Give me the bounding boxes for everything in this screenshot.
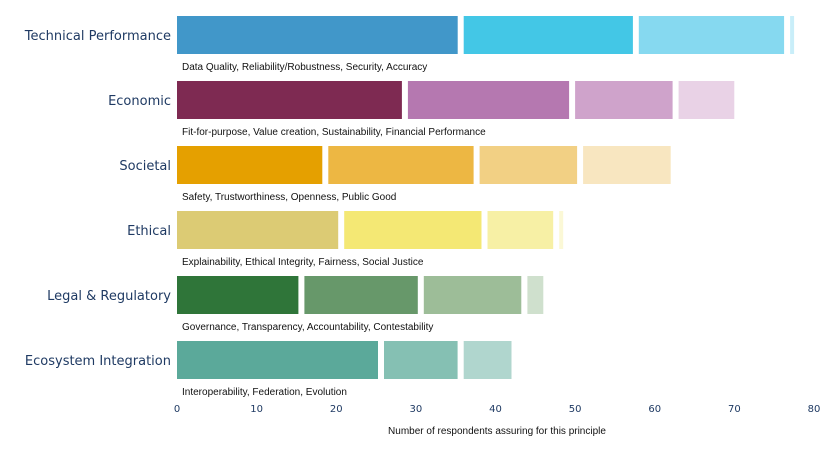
bar-segment	[527, 276, 544, 314]
bar-group-ethical: Ethical Explainability, Ethical Integrity…	[127, 211, 564, 268]
x-axis-title: Number of respondents assuring for this …	[388, 426, 606, 437]
bar-segment	[177, 81, 402, 119]
principle-label: Explainability, Ethical Integrity, Fairn…	[182, 257, 424, 268]
bar-segment	[575, 81, 673, 119]
bar-segment	[328, 146, 474, 184]
x-tick-label: 80	[808, 404, 821, 415]
bar-segment	[678, 81, 735, 119]
bar-segment	[463, 16, 633, 54]
bar-group-economic: Economic Fit-for-purpose, Value creation,…	[108, 81, 735, 138]
principle-label: Data Quality, Reliability/Robustness, Se…	[182, 62, 427, 73]
bar-segment	[407, 81, 570, 119]
bar-group-societal: Societal Safety, Trustworthiness, Opennes…	[119, 146, 671, 203]
principle-label: Fit-for-purpose, Value creation, Sustain…	[182, 127, 486, 138]
x-tick-label: 60	[648, 404, 661, 415]
bar-segment	[177, 16, 458, 54]
category-label: Ecosystem Integration	[25, 354, 171, 369]
bar-segment	[177, 276, 299, 314]
category-label: Societal	[119, 159, 171, 174]
bar-segment	[344, 211, 482, 249]
bar-segment	[463, 341, 512, 379]
bar-segment	[559, 211, 564, 249]
category-label: Economic	[108, 94, 171, 109]
bar-groups: Technical Performance Data Quality, Relia…	[24, 16, 795, 398]
bar-segment	[583, 146, 671, 184]
bar-group-legal-and-regulatory: Legal & Regulatory Governance, Transparen…	[47, 276, 544, 333]
bar-segment	[638, 16, 785, 54]
category-label: Legal & Regulatory	[47, 289, 171, 304]
bar-segment	[423, 276, 522, 314]
bar-segment	[304, 276, 418, 314]
principle-label: Interoperability, Federation, Evolution	[182, 387, 347, 398]
x-tick-label: 20	[330, 404, 343, 415]
category-label: Ethical	[127, 224, 171, 239]
bar-segment	[177, 211, 339, 249]
bar-segment	[177, 341, 378, 379]
bar-segment	[177, 146, 323, 184]
bar-segment	[487, 211, 554, 249]
bar-group-technical-performance: Technical Performance Data Quality, Relia…	[24, 16, 795, 73]
x-tick-label: 0	[174, 404, 180, 415]
bar-group-ecosystem-integration: Ecosystem Integration Interoperability, F…	[25, 341, 512, 398]
x-tick-label: 50	[569, 404, 582, 415]
x-tick-label: 10	[250, 404, 263, 415]
bar-segment	[479, 146, 578, 184]
category-label: Technical Performance	[24, 29, 171, 44]
bar-segment	[384, 341, 458, 379]
principle-label: Safety, Trustworthiness, Openness, Publi…	[182, 192, 396, 203]
x-tick-label: 30	[410, 404, 423, 415]
bar-segment	[790, 16, 795, 54]
principle-label: Governance, Transparency, Accountability…	[182, 322, 433, 333]
x-tick-label: 70	[728, 404, 741, 415]
x-axis: 0 10 20 30 40 50 60 70 80	[174, 404, 821, 415]
x-tick-label: 40	[489, 404, 502, 415]
